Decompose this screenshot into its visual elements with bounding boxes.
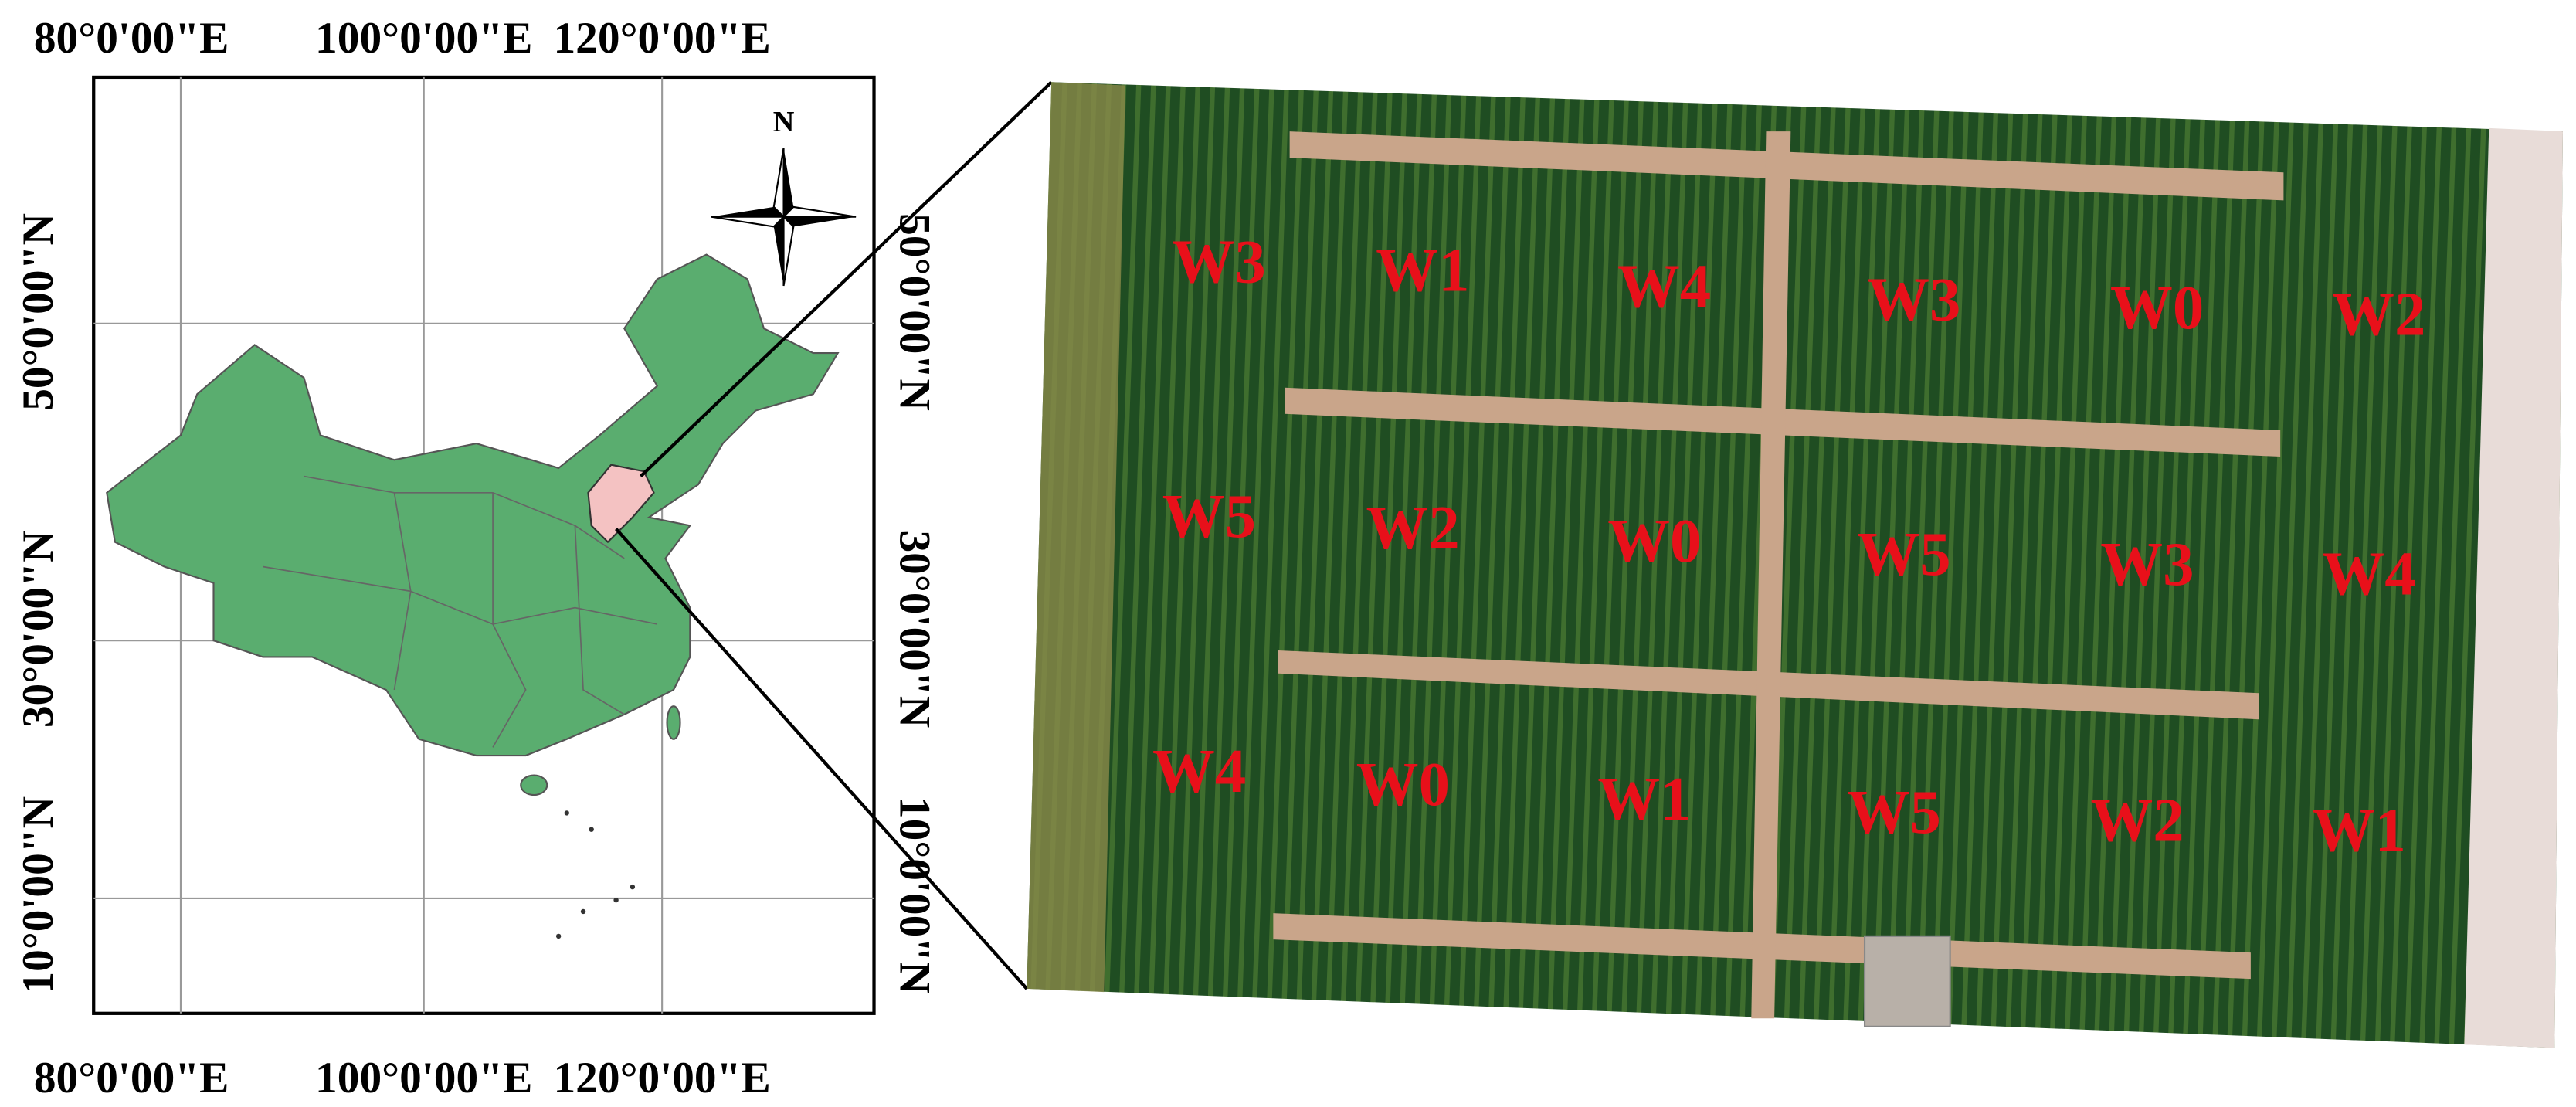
latitude-label: 50°0'00"N [891, 213, 939, 411]
plot-label: W4 [1617, 253, 1711, 321]
hainan [520, 774, 548, 796]
china-outline [106, 253, 840, 757]
longitude-label: 100°0'00"E [315, 1054, 532, 1102]
longitude-label: 80°0'00"E [34, 14, 229, 63]
plot-label: W0 [2110, 273, 2204, 342]
taiwan [666, 705, 681, 740]
latitude-label: 30°0'00"N [14, 530, 63, 728]
field-edge [1027, 82, 1125, 993]
longitude-label: 120°0'00"E [553, 1054, 770, 1102]
leader-line [640, 80, 1053, 478]
road [2464, 127, 2563, 1048]
latitude-label: 10°0'00"N [14, 796, 63, 994]
latitude-label: 10°0'00"N [891, 796, 939, 994]
plot-label: W5 [1162, 482, 1256, 551]
study-region [587, 464, 655, 544]
province-lines [263, 475, 657, 748]
north-label: N [773, 106, 795, 138]
compass [711, 148, 857, 287]
longitude-label: 80°0'00"E [34, 1054, 229, 1102]
plot-label: W5 [1848, 778, 1941, 847]
latitude-label: 50°0'00"N [14, 213, 63, 411]
plot-label: W0 [1607, 507, 1701, 576]
plot-label: W1 [1376, 236, 1469, 304]
plot-label: W4 [2322, 540, 2415, 609]
islands [555, 810, 636, 939]
field-photo [1027, 82, 2563, 1048]
longitude-label: 100°0'00"E [315, 14, 532, 63]
plot-label: W5 [1857, 520, 1950, 589]
paths [1273, 131, 2284, 1019]
plot-label: W1 [2313, 796, 2406, 864]
plot-label: W3 [2100, 530, 2194, 599]
plot-label: W0 [1356, 750, 1450, 819]
plot-label: W1 [1597, 765, 1691, 834]
plot-label: W4 [1152, 737, 1246, 806]
station [1863, 935, 1951, 1027]
plot-label: W2 [2332, 280, 2425, 349]
latitude-label: 30°0'00"N [891, 530, 939, 728]
plot-label: W3 [1867, 266, 1960, 334]
plot-label: W3 [1173, 228, 1266, 297]
plot-label: W2 [1366, 494, 1460, 562]
longitude-label: 120°0'00"E [553, 14, 770, 63]
plot-label: W2 [2091, 786, 2184, 855]
leader-line [615, 528, 1028, 990]
